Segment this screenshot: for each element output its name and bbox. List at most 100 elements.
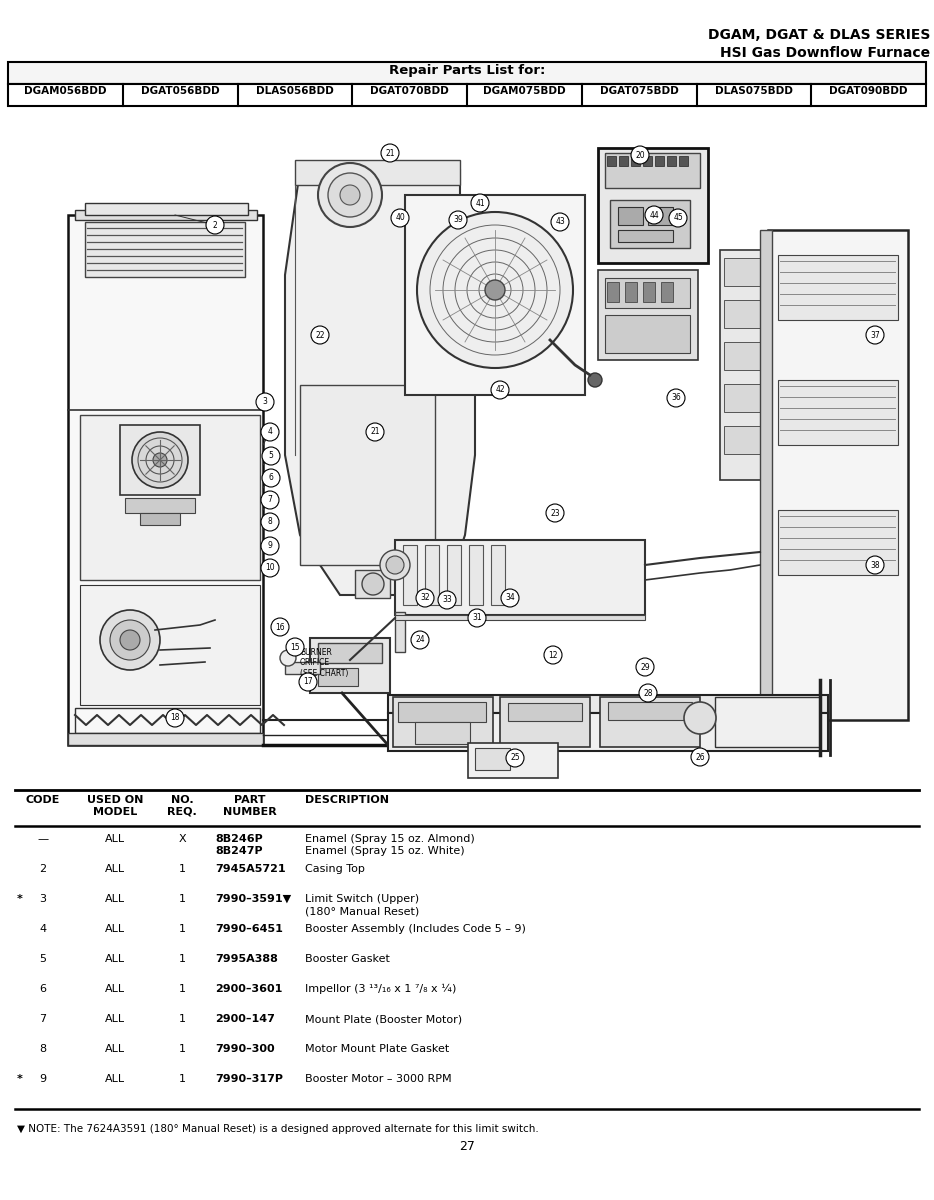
Bar: [655, 156, 664, 166]
Bar: [425, 545, 439, 605]
Text: 1: 1: [178, 894, 186, 904]
Text: ALL: ALL: [105, 834, 125, 844]
Text: —: —: [37, 834, 49, 844]
Text: DESCRIPTION: DESCRIPTION: [305, 794, 389, 805]
Bar: [608, 702, 692, 720]
Text: 17: 17: [304, 678, 313, 686]
Circle shape: [588, 373, 602, 386]
Circle shape: [468, 608, 486, 626]
Bar: [648, 206, 673, 226]
Bar: [447, 545, 461, 605]
Text: 43: 43: [555, 217, 565, 227]
Circle shape: [299, 673, 317, 691]
Bar: [300, 385, 435, 565]
Circle shape: [261, 538, 279, 554]
Text: 42: 42: [495, 385, 504, 395]
Text: 7990–317P: 7990–317P: [215, 1074, 283, 1084]
Text: DGAT056BDD: DGAT056BDD: [141, 86, 219, 96]
Circle shape: [544, 646, 562, 664]
Text: 22: 22: [316, 330, 325, 340]
Text: 12: 12: [548, 650, 558, 660]
Text: 32: 32: [420, 594, 430, 602]
Text: 31: 31: [473, 613, 482, 623]
Text: ALL: ALL: [105, 954, 125, 964]
Bar: [388, 713, 828, 751]
Circle shape: [645, 206, 663, 224]
Text: DGAM, DGAT & DLAS SERIES: DGAM, DGAT & DLAS SERIES: [708, 28, 930, 42]
Text: 3: 3: [39, 894, 47, 904]
Circle shape: [261, 491, 279, 509]
Bar: [724, 426, 760, 454]
Circle shape: [449, 211, 467, 229]
Bar: [724, 384, 760, 412]
Circle shape: [381, 144, 399, 162]
Bar: [75, 708, 260, 733]
Bar: [661, 282, 673, 302]
Circle shape: [471, 194, 489, 212]
Circle shape: [256, 392, 274, 410]
Text: 5: 5: [39, 954, 47, 964]
Bar: [610, 200, 690, 248]
Bar: [724, 342, 760, 370]
Text: 1: 1: [178, 1014, 186, 1024]
Bar: [395, 540, 645, 614]
Text: 7: 7: [39, 1014, 47, 1024]
Bar: [607, 282, 619, 302]
Bar: [80, 415, 260, 580]
Bar: [643, 156, 652, 166]
Bar: [468, 743, 558, 778]
Bar: [605, 278, 690, 308]
Text: 23: 23: [550, 509, 559, 517]
Text: 7995A388: 7995A388: [215, 954, 278, 964]
Circle shape: [261, 559, 279, 577]
Circle shape: [546, 504, 564, 522]
Text: 25: 25: [510, 754, 520, 762]
Bar: [598, 270, 698, 360]
Text: 1: 1: [178, 984, 186, 994]
Circle shape: [491, 382, 509, 398]
Bar: [285, 662, 320, 674]
Bar: [643, 282, 655, 302]
Bar: [395, 612, 405, 652]
Circle shape: [417, 212, 573, 368]
Text: ALL: ALL: [105, 1074, 125, 1084]
Bar: [679, 156, 688, 166]
Bar: [80, 584, 260, 704]
Text: PART
NUMBER: PART NUMBER: [223, 794, 276, 816]
Text: 1: 1: [178, 924, 186, 934]
Text: Repair Parts List for:: Repair Parts List for:: [389, 64, 545, 77]
Circle shape: [366, 422, 384, 440]
Circle shape: [262, 446, 280, 464]
Bar: [778, 380, 898, 445]
Circle shape: [311, 326, 329, 344]
Text: 21: 21: [385, 149, 395, 157]
Text: 37: 37: [870, 330, 880, 340]
Text: ALL: ALL: [105, 1014, 125, 1024]
Bar: [720, 250, 765, 480]
Bar: [125, 498, 195, 514]
Text: Casing Top: Casing Top: [305, 864, 365, 874]
Text: 8B246P
8B247P: 8B246P 8B247P: [215, 834, 262, 857]
Text: Motor Mount Plate Gasket: Motor Mount Plate Gasket: [305, 1044, 449, 1054]
Text: DGAT070BDD: DGAT070BDD: [370, 86, 449, 96]
Bar: [508, 703, 582, 721]
Bar: [491, 545, 505, 605]
Bar: [388, 695, 828, 713]
Text: 38: 38: [870, 560, 880, 570]
Bar: [607, 156, 616, 166]
Text: 1: 1: [178, 1044, 186, 1054]
Bar: [778, 510, 898, 575]
Text: NO.
REQ.: NO. REQ.: [167, 794, 197, 816]
Text: BURNER
ORIFICE
(SEE CHART): BURNER ORIFICE (SEE CHART): [300, 648, 348, 678]
Text: 21: 21: [370, 427, 380, 437]
Text: Impellor (3 ¹³/₁₆ x 1 ⁷/₈ x ¼): Impellor (3 ¹³/₁₆ x 1 ⁷/₈ x ¼): [305, 984, 457, 995]
Circle shape: [866, 326, 884, 344]
Bar: [120, 425, 200, 494]
Circle shape: [631, 146, 649, 164]
Bar: [295, 160, 460, 185]
Bar: [475, 748, 510, 770]
Circle shape: [318, 163, 382, 227]
Circle shape: [438, 590, 456, 608]
Circle shape: [485, 280, 505, 300]
Text: Booster Gasket: Booster Gasket: [305, 954, 389, 964]
